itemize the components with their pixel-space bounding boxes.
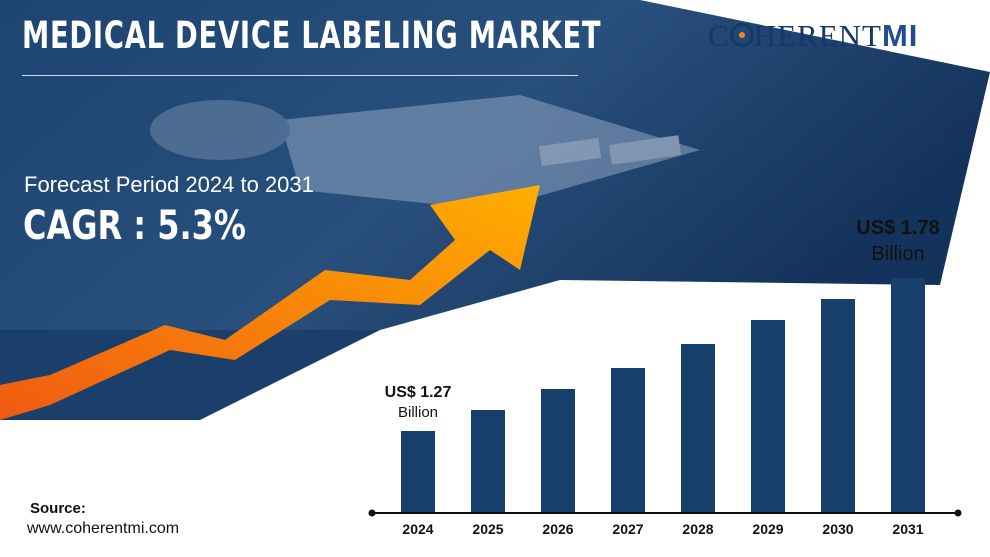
- bar-2025: [471, 410, 505, 512]
- logo-suffix: MI: [881, 18, 919, 53]
- title-divider: [22, 75, 578, 76]
- x-tick-2029: 2029: [752, 521, 783, 537]
- cagr-value: CAGR : 5.3%: [23, 203, 246, 249]
- bar-2028: [681, 344, 715, 512]
- logo-letter-c: C: [708, 18, 730, 53]
- data-label-unit-2031: Billion: [871, 243, 924, 265]
- document-photo: [150, 95, 700, 210]
- data-label-value-2024: US$ 1.27: [385, 384, 452, 401]
- x-tick-2027: 2027: [612, 521, 643, 537]
- x-tick-2025: 2025: [472, 521, 503, 537]
- logo-o-icon: [729, 23, 754, 47]
- x-axis-end-dot: [954, 509, 962, 517]
- x-tick-2030: 2030: [822, 521, 853, 537]
- forecast-period: Forecast Period 2024 to 2031: [24, 172, 314, 197]
- bar-2029: [751, 320, 785, 512]
- data-label-unit-2024: Billion: [398, 404, 438, 421]
- x-tick-2024: 2024: [402, 521, 433, 537]
- bar-2030: [821, 299, 855, 512]
- data-label-value-2031: US$ 1.78: [856, 217, 939, 239]
- bar-2031: [891, 278, 925, 512]
- logo-middle: HERENT: [753, 18, 882, 53]
- page-title: MEDICAL DEVICE LABELING MARKET: [22, 14, 602, 57]
- source-url[interactable]: www.coherentmi.com: [27, 520, 180, 537]
- coherentmi-logo: C HERENTMI: [708, 18, 918, 54]
- bar-2026: [541, 389, 575, 512]
- x-tick-2031: 2031: [892, 521, 923, 537]
- x-tick-2028: 2028: [682, 521, 713, 537]
- x-axis-start-dot: [368, 509, 376, 517]
- navy-lower-wedge: [0, 330, 380, 420]
- bar-2024: [401, 431, 435, 512]
- growth-arrow: [0, 185, 540, 420]
- source-label: Source:: [30, 500, 86, 517]
- x-tick-2026: 2026: [542, 521, 573, 537]
- bar-2027: [611, 368, 645, 512]
